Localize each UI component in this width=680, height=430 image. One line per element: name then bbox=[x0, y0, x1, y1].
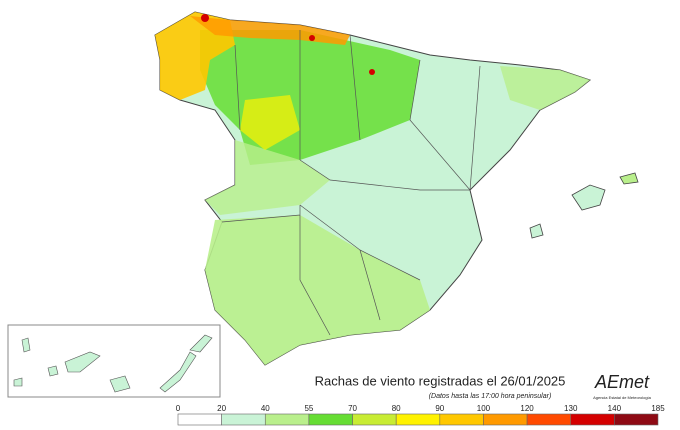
inland-yellow-zone bbox=[240, 95, 300, 150]
red-spot bbox=[369, 69, 375, 75]
canary-inset bbox=[7, 324, 221, 398]
legend-swatch bbox=[308, 413, 353, 426]
legend-tick-label: 100 bbox=[477, 404, 491, 413]
island bbox=[47, 365, 59, 377]
map-subtitle: (Datos hasta las 17:00 hora peninsular) bbox=[429, 393, 552, 400]
legend-swatch bbox=[526, 413, 572, 426]
logo: AEmet bbox=[594, 372, 650, 392]
legend-swatch bbox=[221, 413, 266, 426]
red-spot bbox=[201, 14, 209, 22]
legend-tick-label: 55 bbox=[304, 404, 313, 413]
legend: 0 20 40 55 70 80 90 100 120 130 140 185 bbox=[176, 404, 665, 426]
legend-swatch bbox=[395, 413, 441, 426]
legend-swatch bbox=[614, 413, 659, 426]
legend-swatch bbox=[177, 413, 222, 426]
legend-swatch bbox=[483, 413, 528, 426]
balearic-ibiza bbox=[529, 223, 544, 239]
legend-swatch bbox=[352, 413, 397, 426]
legend-swatch bbox=[439, 413, 484, 426]
balearic-menorca bbox=[619, 172, 639, 185]
island bbox=[21, 337, 31, 353]
legend-tick-label: 90 bbox=[435, 404, 444, 413]
red-spot bbox=[309, 35, 315, 41]
map-title: Rachas de viento registradas el 26/01/20… bbox=[315, 373, 566, 388]
legend-tick-label: 80 bbox=[392, 404, 401, 413]
peninsula-map bbox=[154, 11, 639, 366]
island bbox=[13, 377, 23, 387]
legend-tick-label: 70 bbox=[348, 404, 357, 413]
legend-tick-label: 40 bbox=[261, 404, 270, 413]
legend-tick-label: 120 bbox=[520, 404, 534, 413]
legend-tick-label: 0 bbox=[176, 404, 181, 413]
logo-caption: Agencia Estatal de Meteorología bbox=[593, 395, 652, 400]
legend-tick-label: 20 bbox=[217, 404, 226, 413]
south-green-zone bbox=[205, 215, 430, 365]
legend-tick-label: 130 bbox=[564, 404, 578, 413]
balearic-mallorca bbox=[571, 184, 606, 211]
region-borders bbox=[221, 30, 481, 336]
legend-swatch bbox=[264, 413, 310, 426]
northeast-green-zone bbox=[500, 66, 590, 110]
island bbox=[109, 375, 131, 393]
west-green-zone bbox=[205, 140, 330, 215]
legend-tick-label: 185 bbox=[651, 404, 665, 413]
legend-swatch bbox=[570, 413, 615, 426]
legend-tick-label: 140 bbox=[608, 404, 622, 413]
island bbox=[159, 351, 197, 393]
island bbox=[189, 334, 213, 353]
island bbox=[64, 351, 101, 373]
